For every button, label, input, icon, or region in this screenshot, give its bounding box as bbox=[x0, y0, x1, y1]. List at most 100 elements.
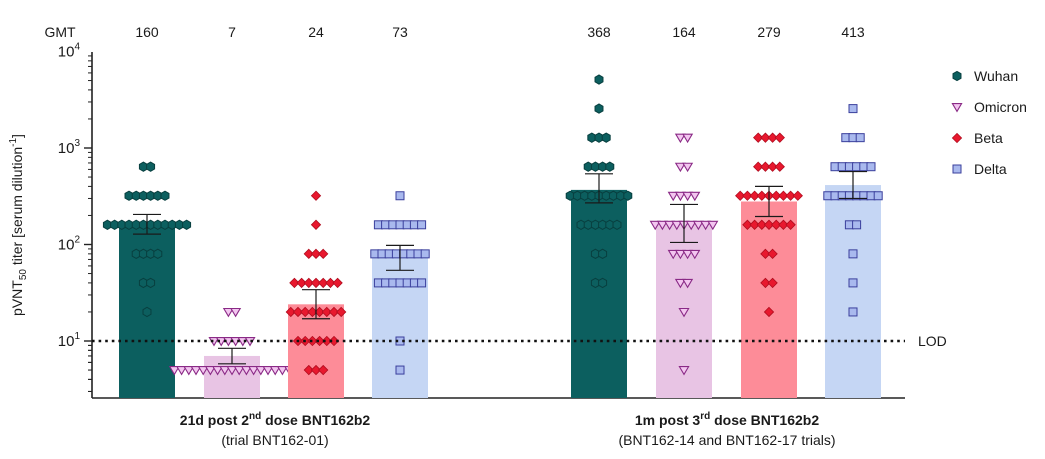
data-point-beta bbox=[289, 277, 300, 289]
data-point-beta bbox=[756, 219, 767, 230]
data-point-omicron bbox=[674, 278, 686, 289]
data-point-beta bbox=[296, 277, 307, 289]
data-point-omicron bbox=[682, 278, 694, 289]
data-point-wuhan bbox=[160, 190, 170, 201]
data-point-beta bbox=[760, 277, 771, 289]
y-tick-base: 10 bbox=[58, 333, 75, 350]
data-point-omicron bbox=[269, 366, 281, 376]
data-point-omicron bbox=[197, 366, 209, 376]
data-point-wuhan bbox=[594, 74, 604, 85]
data-point-omicron bbox=[168, 366, 180, 376]
data-point-beta bbox=[310, 364, 322, 376]
data-point-omicron bbox=[667, 249, 679, 260]
data-point-beta bbox=[292, 306, 304, 318]
data-point-beta bbox=[760, 248, 771, 260]
group-subtitle: (trial BNT162-01) bbox=[221, 432, 328, 448]
data-point-omicron bbox=[682, 249, 694, 260]
data-point-beta bbox=[778, 190, 789, 201]
data-point-wuhan bbox=[182, 219, 192, 230]
legend-marker-beta bbox=[951, 132, 963, 144]
data-point-delta bbox=[848, 278, 858, 288]
legend-marker-wuhan bbox=[952, 70, 962, 82]
data-point-beta bbox=[742, 190, 753, 201]
data-point-wuhan bbox=[623, 190, 633, 201]
data-point-omicron bbox=[692, 220, 704, 231]
data-point-beta bbox=[303, 364, 314, 376]
data-point-omicron bbox=[656, 220, 668, 231]
data-point-omicron bbox=[255, 366, 267, 376]
gmt-value-label: 73 bbox=[392, 24, 408, 40]
data-point-omicron bbox=[671, 220, 683, 231]
data-point-beta bbox=[778, 219, 789, 230]
gmt-value-label: 24 bbox=[308, 24, 324, 40]
group-title-superscript: nd bbox=[249, 411, 261, 422]
legend-label-wuhan: Wuhan bbox=[974, 68, 1018, 84]
data-point-omicron bbox=[674, 133, 686, 144]
data-point-beta bbox=[756, 190, 767, 201]
data-point-delta bbox=[866, 162, 876, 172]
data-point-omicron bbox=[678, 366, 690, 376]
data-point-beta bbox=[325, 277, 336, 289]
data-point-beta bbox=[774, 132, 785, 143]
data-point-beta bbox=[792, 190, 803, 201]
legend-label-omicron: Omicron bbox=[974, 99, 1027, 115]
gmt-header-label: GMT bbox=[44, 24, 76, 40]
data-point-omicron bbox=[212, 366, 224, 376]
data-point-wuhan bbox=[142, 306, 152, 318]
data-point-beta bbox=[753, 132, 764, 143]
y-label-main: ] bbox=[9, 134, 25, 138]
data-point-beta bbox=[318, 364, 329, 376]
gmt-value-label: 160 bbox=[135, 24, 159, 40]
data-point-wuhan bbox=[605, 161, 615, 172]
data-point-delta bbox=[848, 249, 858, 259]
y-tick-label: 103 bbox=[58, 138, 81, 157]
data-point-beta bbox=[303, 277, 314, 289]
data-point-beta bbox=[328, 306, 340, 318]
data-point-omicron bbox=[689, 249, 701, 260]
data-point-omicron bbox=[678, 307, 690, 318]
data-point-beta bbox=[310, 277, 322, 289]
data-point-beta bbox=[303, 248, 314, 260]
data-point-delta bbox=[395, 191, 405, 201]
data-point-beta bbox=[321, 335, 332, 347]
data-point-omicron bbox=[667, 191, 679, 202]
group-title: 21d post 2nd dose BNT162b2 bbox=[180, 411, 371, 428]
data-point-wuhan bbox=[601, 132, 611, 143]
data-point-beta bbox=[336, 306, 347, 318]
data-point-beta bbox=[767, 277, 778, 289]
gmt-value-label: 279 bbox=[757, 24, 781, 40]
data-point-omicron bbox=[219, 366, 231, 376]
group-subtitle: (BNT162-14 and BNT162-17 trials) bbox=[618, 432, 835, 448]
data-point-beta bbox=[300, 306, 311, 318]
data-point-omicron bbox=[700, 220, 712, 231]
data-point-beta bbox=[332, 277, 343, 289]
y-tick-label: 104 bbox=[58, 42, 81, 61]
legend-marker-delta bbox=[952, 164, 962, 174]
gmt-value-label: 164 bbox=[672, 24, 696, 40]
data-point-beta bbox=[749, 219, 760, 230]
data-point-omicron bbox=[226, 366, 238, 376]
group-title-superscript: rd bbox=[700, 411, 710, 422]
data-point-beta bbox=[785, 190, 796, 201]
y-label-main: titer [serum dilution bbox=[9, 147, 25, 269]
y-axis-label: pVNT50 titer [serum dilution-1] bbox=[8, 134, 29, 316]
data-point-delta bbox=[855, 133, 865, 143]
y-label-superscript: -1 bbox=[8, 138, 19, 147]
data-point-beta bbox=[771, 219, 782, 230]
data-point-omicron bbox=[240, 366, 252, 376]
group-title: 1m post 3rd dose BNT162b2 bbox=[635, 411, 819, 428]
bar-delta-group-2 bbox=[825, 185, 881, 398]
y-tick-exponent: 3 bbox=[74, 138, 80, 149]
legend-label-delta: Delta bbox=[974, 161, 1007, 177]
legend-marker-omicron bbox=[951, 103, 963, 113]
data-point-omicron bbox=[233, 366, 245, 376]
data-point-beta bbox=[314, 335, 325, 347]
lod-label: LOD bbox=[918, 333, 947, 349]
data-point-wuhan bbox=[153, 248, 163, 260]
data-point-omicron bbox=[685, 220, 697, 231]
data-point-beta bbox=[763, 219, 775, 230]
data-point-omicron bbox=[230, 307, 242, 318]
data-point-beta bbox=[328, 335, 340, 347]
data-point-wuhan bbox=[146, 161, 156, 172]
y-tick-exponent: 4 bbox=[74, 42, 80, 53]
